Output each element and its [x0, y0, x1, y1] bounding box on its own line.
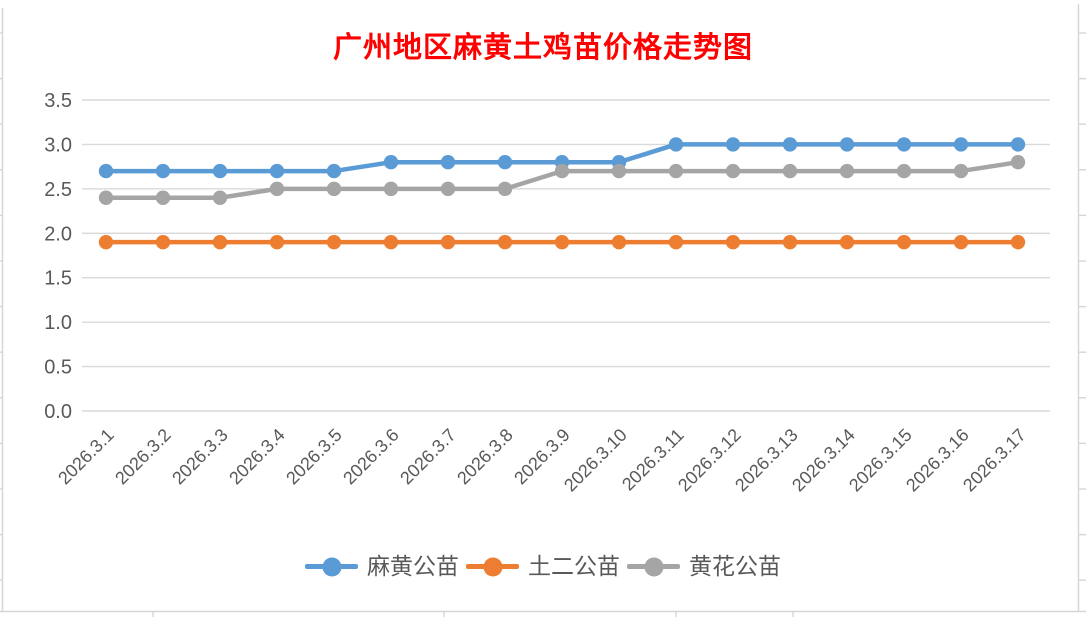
x-axis-tick-label: 2026.3.6	[339, 425, 403, 489]
data-point	[155, 234, 171, 250]
data-point	[440, 234, 456, 250]
data-point	[98, 163, 114, 179]
data-point	[668, 137, 684, 152]
data-point	[953, 137, 969, 152]
data-point	[326, 181, 342, 197]
data-point	[725, 234, 741, 250]
y-axis-tick-label: 0.0	[44, 401, 72, 423]
x-axis-tick-label: 2026.3.4	[225, 425, 289, 489]
data-point	[1010, 155, 1026, 170]
data-point	[497, 234, 513, 250]
x-axis-tick-label: 2026.3.2	[111, 425, 175, 489]
legend-item-1[interactable]: 土二公苗	[466, 555, 620, 578]
legend-dot-icon	[322, 557, 341, 576]
x-axis-tick-label: 2026.3.5	[282, 425, 346, 489]
chart-title[interactable]: 广州地区麻黄土鸡苗价格走势图	[332, 32, 753, 64]
y-axis-tick-label: 3.0	[44, 134, 72, 156]
data-point	[611, 163, 627, 179]
data-point	[896, 163, 912, 179]
legend-item-0[interactable]: 麻黄公苗	[305, 555, 459, 578]
x-axis-tick-label: 2026.3.8	[453, 425, 517, 489]
data-point	[782, 163, 798, 179]
legend-item-2[interactable]: 黄花公苗	[627, 555, 781, 578]
legend-label: 土二公苗	[528, 554, 620, 579]
data-point	[839, 137, 855, 152]
data-point	[839, 163, 855, 179]
legend-line-marker-icon	[466, 557, 519, 576]
data-point	[668, 163, 684, 179]
price-trend-chart[interactable]	[3, 0, 1078, 611]
data-point	[725, 137, 741, 152]
legend-dot-icon	[644, 557, 663, 576]
data-point	[383, 155, 399, 170]
data-point	[953, 163, 969, 179]
legend-line-marker-icon	[627, 557, 680, 576]
data-point	[1010, 234, 1026, 250]
data-point	[155, 190, 171, 205]
data-point	[98, 190, 114, 205]
data-point	[896, 234, 912, 250]
data-point	[782, 234, 798, 250]
data-point	[953, 234, 969, 250]
legend-line-marker-icon	[305, 557, 358, 576]
x-axis-tick-label: 2026.3.1	[54, 425, 118, 489]
data-point	[896, 137, 912, 152]
data-point	[326, 234, 342, 250]
x-axis-tick-label: 2026.3.10	[560, 425, 631, 496]
legend-label: 麻黄公苗	[367, 554, 459, 579]
data-point	[383, 181, 399, 197]
data-point	[155, 163, 171, 179]
data-point	[554, 234, 570, 250]
y-axis-tick-label: 3.5	[44, 90, 72, 112]
y-axis-tick-label: 2.0	[44, 223, 72, 245]
data-point	[839, 234, 855, 250]
legend-dot-icon	[483, 557, 502, 576]
data-point	[269, 234, 285, 250]
data-point	[98, 234, 114, 250]
data-point	[1010, 137, 1026, 152]
data-point	[326, 163, 342, 179]
data-point	[212, 190, 228, 205]
data-point	[611, 234, 627, 250]
y-axis-tick-label: 1.0	[44, 312, 72, 334]
legend-label: 黄花公苗	[689, 554, 781, 579]
data-point	[497, 181, 513, 197]
data-point	[782, 137, 798, 152]
data-point	[212, 234, 228, 250]
data-point	[554, 163, 570, 179]
x-axis-tick-label: 2026.3.7	[396, 425, 460, 489]
y-axis-tick-label: 2.5	[44, 179, 72, 201]
x-axis-tick-label: 2026.3.3	[168, 425, 232, 489]
data-point	[497, 155, 513, 170]
y-axis-tick-label: 1.5	[44, 268, 72, 290]
chart-legend: 麻黄公苗 土二公苗 黄花公苗	[0, 555, 1086, 578]
data-point	[269, 163, 285, 179]
y-axis-tick-label: 0.5	[44, 357, 72, 379]
data-point	[269, 181, 285, 197]
data-point	[212, 163, 228, 179]
data-point	[725, 163, 741, 179]
data-point	[440, 155, 456, 170]
data-point	[440, 181, 456, 197]
x-axis-tick-label: 2026.3.17	[959, 425, 1030, 496]
data-point	[668, 234, 684, 250]
data-point	[383, 234, 399, 250]
